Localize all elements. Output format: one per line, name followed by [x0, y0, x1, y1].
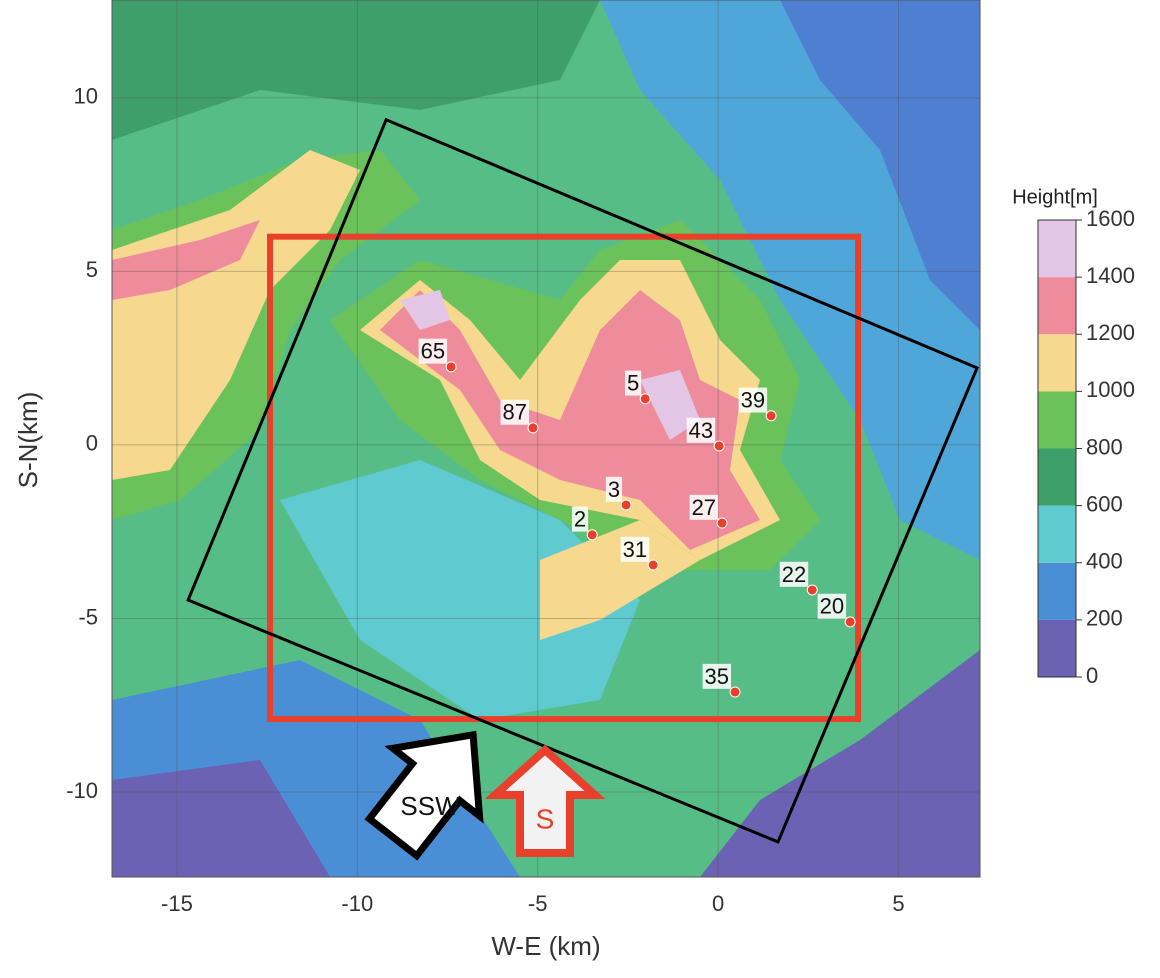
x-tick-label: 0: [712, 891, 724, 916]
point: [714, 441, 724, 451]
point: [640, 394, 650, 404]
arrow-label: SSW: [400, 791, 460, 821]
point: [528, 423, 538, 433]
y-tick-label: 0: [86, 431, 98, 456]
colorbar-title: Height[m]: [1012, 186, 1098, 208]
colorbar-tick-label: 800: [1086, 434, 1123, 459]
colorbar-segment: [1038, 277, 1076, 334]
colorbar-tick-label: 600: [1086, 491, 1123, 516]
colorbar-segment: [1038, 506, 1076, 563]
colorbar-tick-label: 1600: [1086, 206, 1135, 231]
point: [621, 500, 631, 510]
x-tick-label: -5: [528, 891, 548, 916]
x-tick-label: 5: [892, 891, 904, 916]
colorbar-tick-label: 1000: [1086, 377, 1135, 402]
point-label: 65: [421, 339, 445, 364]
point-label: 22: [782, 562, 806, 587]
y-tick-label: -5: [78, 604, 98, 629]
colorbar-segment: [1038, 220, 1076, 277]
point-label: 87: [503, 400, 527, 425]
x-tick-label: -10: [341, 891, 373, 916]
point: [648, 560, 658, 570]
point: [845, 617, 855, 627]
y-tick-label: 5: [86, 257, 98, 282]
arrow-label: S: [536, 803, 555, 834]
colorbar-tick-label: 1200: [1086, 320, 1135, 345]
x-axis-label: W-E (km): [491, 931, 600, 961]
colorbar-tick-label: 400: [1086, 549, 1123, 574]
colorbar-segment: [1038, 391, 1076, 448]
point: [730, 687, 740, 697]
y-axis-label: S-N(km): [13, 392, 43, 489]
y-tick-label: 10: [74, 84, 98, 109]
colorbar-segment: [1038, 449, 1076, 506]
point-label: 31: [623, 537, 647, 562]
point-label: 27: [692, 495, 716, 520]
colorbar-segment: [1038, 620, 1076, 677]
point-label: 20: [820, 594, 844, 619]
point: [587, 530, 597, 540]
point: [446, 362, 456, 372]
y-tick-label: -10: [66, 778, 98, 803]
colorbar-segment: [1038, 563, 1076, 620]
point-label: 5: [627, 371, 639, 396]
point-label: 2: [574, 507, 586, 532]
point: [717, 518, 727, 528]
point: [807, 585, 817, 595]
figure: -15 -10 -5 0 5 -10 -5 0 5 10 65 87 5 39 43 3 27 2 31 22 20 3…: [0, 0, 1160, 973]
point: [766, 411, 776, 421]
point-label: 39: [741, 388, 765, 413]
x-tick-label: -15: [161, 891, 193, 916]
colorbar-tick-label: 200: [1086, 606, 1123, 631]
point-label: 3: [608, 477, 620, 502]
colorbar-segment: [1038, 334, 1076, 391]
colorbar-tick-label: 0: [1086, 663, 1098, 688]
point-label: 43: [689, 418, 713, 443]
colorbar: 0 200 400 600 800 1000 1200 1400 1600: [1038, 206, 1135, 688]
point-label: 35: [705, 664, 729, 689]
colorbar-tick-label: 1400: [1086, 263, 1135, 288]
